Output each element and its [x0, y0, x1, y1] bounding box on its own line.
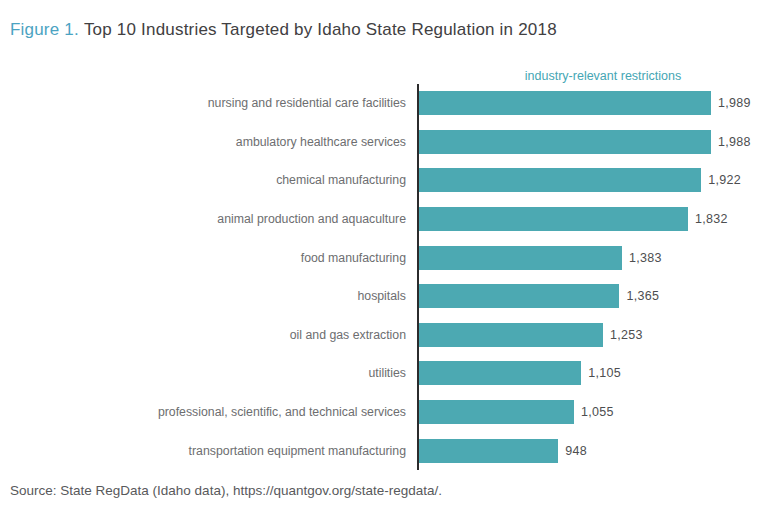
chart-row: animal production and aquaculture 1,832	[0, 200, 768, 239]
value-label: 1,989	[718, 96, 751, 110]
chart-row: hospitals 1,365	[0, 277, 768, 316]
category-label: hospitals	[0, 289, 417, 303]
chart-row: nursing and residential care facilities …	[0, 84, 768, 123]
source-note: Source: State RegData (Idaho data), http…	[10, 483, 442, 498]
bar	[419, 439, 558, 463]
figure-number-label: Figure 1.	[10, 20, 79, 39]
bar-area: 1,832	[419, 200, 768, 239]
value-label: 1,253	[610, 328, 643, 342]
category-label: ambulatory healthcare services	[0, 135, 417, 149]
category-label: oil and gas extraction	[0, 328, 417, 342]
bar	[419, 323, 603, 347]
bar-area: 948	[419, 431, 768, 470]
bar	[419, 207, 688, 231]
bar	[419, 284, 619, 308]
value-label: 1,365	[626, 289, 659, 303]
bar-area: 1,922	[419, 161, 768, 200]
value-label: 1,055	[581, 405, 614, 419]
bar-area: 1,105	[419, 354, 768, 393]
category-label: chemical manufacturing	[0, 173, 417, 187]
bar-area: 1,383	[419, 238, 768, 277]
figure-title: Figure 1. Top 10 Industries Targeted by I…	[10, 20, 557, 40]
category-label: transportation equipment manufacturing	[0, 444, 417, 458]
value-label: 1,988	[718, 135, 751, 149]
bar	[419, 130, 711, 154]
chart-row: ambulatory healthcare services 1,988	[0, 123, 768, 162]
bar-area: 1,055	[419, 393, 768, 432]
bar-area: 1,988	[419, 123, 768, 162]
value-label: 1,383	[629, 251, 662, 265]
bar	[419, 400, 574, 424]
category-label: animal production and aquaculture	[0, 212, 417, 226]
category-label: food manufacturing	[0, 251, 417, 265]
category-label: nursing and residential care facilities	[0, 96, 417, 110]
chart-row: transportation equipment manufacturing 9…	[0, 431, 768, 470]
bar	[419, 168, 701, 192]
chart-row: professional, scientific, and technical …	[0, 393, 768, 432]
chart-rows: nursing and residential care facilities …	[0, 84, 768, 470]
figure-title-text: Top 10 Industries Targeted by Idaho Stat…	[84, 20, 557, 39]
chart-row: food manufacturing 1,383	[0, 238, 768, 277]
value-label: 948	[565, 444, 587, 458]
value-axis-label: industry-relevant restrictions	[438, 69, 768, 83]
category-label: professional, scientific, and technical …	[0, 405, 417, 419]
chart-row: oil and gas extraction 1,253	[0, 316, 768, 355]
bar-area: 1,253	[419, 316, 768, 355]
bar-area: 1,365	[419, 277, 768, 316]
value-label: 1,832	[695, 212, 728, 226]
chart-row: chemical manufacturing 1,922	[0, 161, 768, 200]
chart-row: utilities 1,105	[0, 354, 768, 393]
bar	[419, 91, 711, 115]
bar	[419, 361, 581, 385]
bar-area: 1,989	[419, 84, 768, 123]
bar-chart: nursing and residential care facilities …	[0, 84, 768, 470]
bar	[419, 246, 622, 270]
value-label: 1,922	[708, 173, 741, 187]
value-label: 1,105	[588, 366, 621, 380]
category-label: utilities	[0, 366, 417, 380]
figure-canvas: Figure 1. Top 10 Industries Targeted by I…	[0, 0, 768, 509]
